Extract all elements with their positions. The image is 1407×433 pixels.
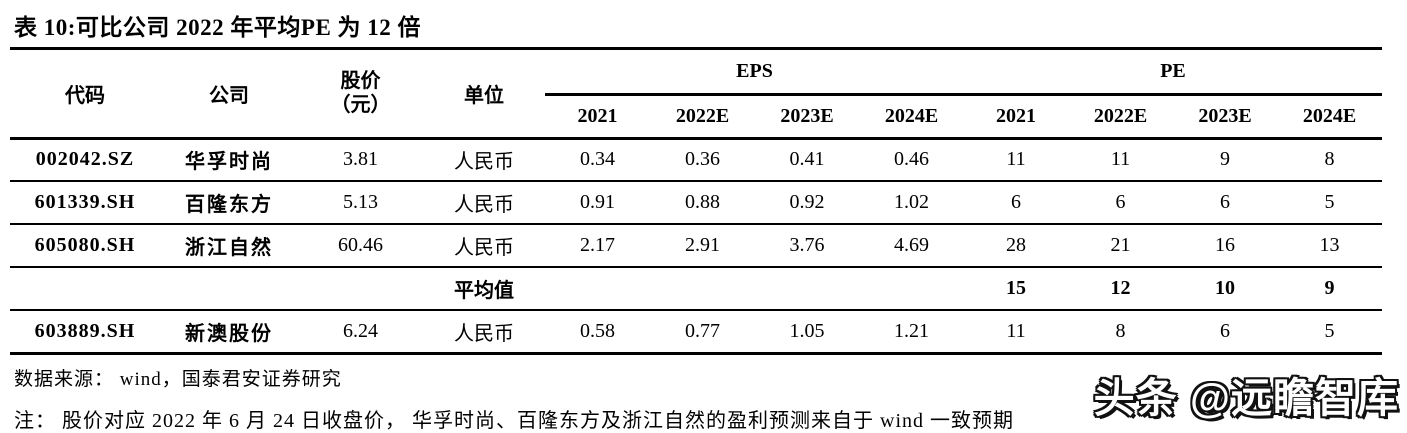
pe-value: 11 — [1068, 138, 1173, 182]
unit-cell: 人民币 — [423, 310, 545, 355]
col-header-eps-2022e: 2022E — [650, 94, 755, 140]
table-row-bailong: 601339.SH 百隆东方 5.13 人民币 0.91 0.88 0.92 1… — [10, 181, 1382, 225]
pe-value: 9 — [1173, 138, 1277, 182]
pe-value: 21 — [1068, 224, 1173, 268]
col-header-eps-2023e: 2023E — [755, 94, 859, 140]
pe-value: 13 — [1277, 224, 1382, 268]
eps-value: 0.41 — [755, 138, 859, 182]
eps-value: 0.58 — [545, 310, 650, 355]
average-label: 平均值 — [423, 267, 545, 311]
pe-average-value: 15 — [964, 267, 1068, 311]
empty-cell — [755, 267, 859, 311]
pe-value: 6 — [1173, 310, 1277, 355]
col-group-pe: PE — [964, 50, 1382, 96]
price-label-line2: （元） — [330, 94, 391, 117]
code-cell: 002042.SZ — [10, 138, 160, 182]
col-header-eps-2024e: 2024E — [859, 94, 964, 140]
eps-value: 1.02 — [859, 181, 964, 225]
pe-value: 6 — [964, 181, 1068, 225]
code-cell: 603889.SH — [10, 310, 160, 355]
col-header-pe-2024e: 2024E — [1277, 94, 1382, 140]
comparable-companies-table: 代码 公司 股价 （元） 单位 EPS PE 2021 2022E 2023E … — [10, 50, 1382, 355]
price-label-line1: 股价 — [340, 70, 381, 93]
table-row-average: 平均值 15 12 10 9 — [10, 267, 1382, 311]
empty-cell — [160, 267, 298, 311]
eps-value: 0.34 — [545, 138, 650, 182]
eps-value: 0.36 — [650, 138, 755, 182]
empty-cell — [859, 267, 964, 311]
price-cell: 3.81 — [298, 138, 423, 182]
watermark-label: 头条 @远瞻智库 — [1093, 375, 1399, 421]
code-cell: 605080.SH — [10, 224, 160, 268]
company-cell: 华孚时尚 — [160, 138, 298, 182]
col-header-pe-2021: 2021 — [964, 94, 1068, 140]
col-header-pe-2022e: 2022E — [1068, 94, 1173, 140]
col-header-unit: 单位 — [423, 50, 545, 140]
eps-value: 0.88 — [650, 181, 755, 225]
pe-value: 5 — [1277, 310, 1382, 355]
eps-value: 1.05 — [755, 310, 859, 355]
col-header-price: 股价 （元） — [298, 50, 423, 140]
eps-value: 2.91 — [650, 224, 755, 268]
price-cell: 60.46 — [298, 224, 423, 268]
company-cell: 百隆东方 — [160, 181, 298, 225]
empty-cell — [10, 267, 160, 311]
col-header-eps-2021: 2021 — [545, 94, 650, 140]
eps-value: 1.21 — [859, 310, 964, 355]
pe-value: 5 — [1277, 181, 1382, 225]
eps-value: 0.77 — [650, 310, 755, 355]
pe-average-value: 10 — [1173, 267, 1277, 311]
empty-cell — [298, 267, 423, 311]
unit-cell: 人民币 — [423, 138, 545, 182]
pe-value: 11 — [964, 138, 1068, 182]
data-source-line: 数据来源： wind，国泰君安证券研究 — [14, 368, 342, 390]
eps-value: 0.91 — [545, 181, 650, 225]
company-cell: 浙江自然 — [160, 224, 298, 268]
price-cell: 6.24 — [298, 310, 423, 355]
eps-value: 3.76 — [755, 224, 859, 268]
pe-value: 8 — [1277, 138, 1382, 182]
unit-cell: 人民币 — [423, 224, 545, 268]
pe-average-value: 12 — [1068, 267, 1173, 311]
col-header-company: 公司 — [160, 50, 298, 140]
table-row-huafu: 002042.SZ 华孚时尚 3.81 人民币 0.34 0.36 0.41 0… — [10, 138, 1382, 182]
pe-value: 8 — [1068, 310, 1173, 355]
pe-value: 6 — [1173, 181, 1277, 225]
company-cell: 新澳股份 — [160, 310, 298, 355]
eps-value: 0.92 — [755, 181, 859, 225]
table-row-zhejiang: 605080.SH 浙江自然 60.46 人民币 2.17 2.91 3.76 … — [10, 224, 1382, 268]
table-title: 表 10:可比公司 2022 年平均PE 为 12 倍 — [10, 0, 1382, 50]
footnote-line: 注： 股价对应 2022 年 6 月 24 日收盘价， 华孚时尚、百隆东方及浙江… — [14, 409, 1014, 432]
table-row-xinao: 603889.SH 新澳股份 6.24 人民币 0.58 0.77 1.05 1… — [10, 310, 1382, 355]
col-group-eps: EPS — [545, 50, 964, 96]
pe-value: 11 — [964, 310, 1068, 355]
col-header-code: 代码 — [10, 50, 160, 140]
eps-value: 0.46 — [859, 138, 964, 182]
code-cell: 601339.SH — [10, 181, 160, 225]
price-cell: 5.13 — [298, 181, 423, 225]
pe-value: 28 — [964, 224, 1068, 268]
eps-value: 2.17 — [545, 224, 650, 268]
unit-cell: 人民币 — [423, 181, 545, 225]
empty-cell — [650, 267, 755, 311]
header-year-row: 2021 2022E 2023E 2024E 2021 2022E 2023E … — [10, 94, 1382, 140]
header-group-row: 代码 公司 股价 （元） 单位 EPS PE — [10, 50, 1382, 140]
eps-value: 4.69 — [859, 224, 964, 268]
col-header-pe-2023e: 2023E — [1173, 94, 1277, 140]
pe-value: 16 — [1173, 224, 1277, 268]
pe-average-value: 9 — [1277, 267, 1382, 311]
empty-cell — [545, 267, 650, 311]
pe-value: 6 — [1068, 181, 1173, 225]
